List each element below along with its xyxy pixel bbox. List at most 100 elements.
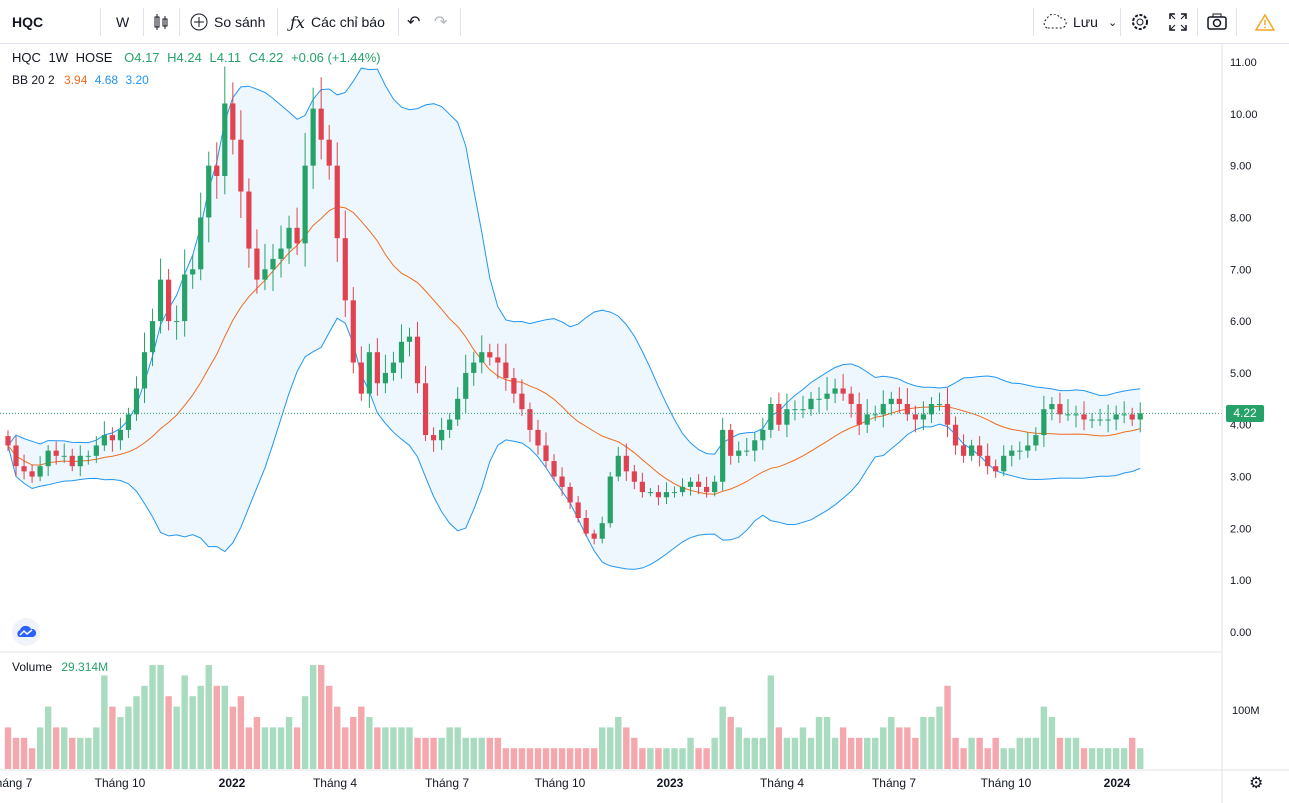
- volume-bar: [1112, 748, 1120, 769]
- price-chart[interactable]: 0.00 1.00 2.00 3.00 4.00 5.00 6.00 7.00 8.00 9.00…: [0, 44, 1289, 803]
- warning-icon: [1255, 13, 1275, 31]
- volume-bar: [1080, 748, 1088, 769]
- logo-button[interactable]: [12, 618, 40, 646]
- volume-bar: [1072, 737, 1080, 769]
- candle-body: [760, 429, 766, 441]
- price-axis[interactable]: 0.00 1.00 2.00 3.00 4.00 5.00 6.00 7.00 8.00 9.00…: [1230, 57, 1260, 717]
- snapshot-button[interactable]: [1206, 0, 1228, 44]
- candle-body: [117, 429, 124, 441]
- undo-button[interactable]: ↶: [407, 0, 420, 44]
- symbol-search-button[interactable]: HQC: [12, 0, 43, 44]
- candle-body: [463, 372, 469, 399]
- candle-body: [752, 440, 758, 451]
- time-axis[interactable]: háng 7 Tháng 10 2022 Tháng 4 Tháng 7 Tháng 10…: [0, 776, 1131, 790]
- candle-body: [1097, 419, 1103, 421]
- candle-body: [1081, 414, 1087, 420]
- volume-bar: [888, 717, 895, 769]
- price-tick-label: 6.00: [1230, 316, 1251, 328]
- fullscreen-button[interactable]: [1168, 0, 1188, 44]
- candle-body: [326, 139, 332, 166]
- candle-body: [374, 352, 380, 384]
- volume-bar: [590, 748, 598, 769]
- bollinger-lower-line: [7, 317, 1141, 570]
- redo-button[interactable]: ↷: [434, 0, 447, 44]
- compare-button[interactable]: So sánh: [190, 0, 265, 44]
- axis-settings-button[interactable]: ⚙: [1249, 773, 1263, 793]
- candle-body: [85, 455, 91, 457]
- candle-body: [832, 388, 838, 394]
- volume-bar: [165, 696, 172, 769]
- volume-bar: [414, 737, 421, 769]
- candle-body: [679, 486, 686, 493]
- candle-body: [13, 445, 19, 467]
- volume-legend[interactable]: Volume 29.314M: [12, 660, 112, 674]
- candle-body: [53, 450, 59, 456]
- volume-bar: [904, 727, 911, 769]
- volume-bar: [213, 685, 220, 769]
- candle-body: [969, 445, 975, 456]
- candle-body: [495, 357, 501, 363]
- warning-button[interactable]: [1255, 0, 1275, 44]
- candle-body: [503, 362, 509, 379]
- candle-body: [286, 227, 292, 249]
- volume-bar: [703, 748, 710, 769]
- candle-body: [936, 404, 943, 405]
- save-button[interactable]: Lưu ⌄: [1041, 0, 1117, 44]
- bb-legend[interactable]: BB 20 2 3.94 4.68 3.20: [12, 73, 153, 87]
- time-tick-label: 2024: [1104, 776, 1131, 790]
- chart-style-button[interactable]: [152, 0, 170, 44]
- volume-bar: [309, 665, 317, 769]
- volume-bar: [109, 706, 116, 769]
- settings-button[interactable]: [1130, 0, 1150, 44]
- candle-body: [768, 404, 774, 430]
- price-tick-label: 8.00: [1230, 212, 1251, 224]
- volume-bar: [470, 737, 477, 769]
- volume-bar: [823, 717, 831, 769]
- bb-mid-value: 3.94: [64, 73, 88, 87]
- volume-bar: [687, 737, 694, 769]
- volume-bar: [510, 748, 518, 769]
- volume-bar: [550, 748, 558, 769]
- interval-label: W: [116, 14, 130, 30]
- volume-bar: [454, 727, 461, 769]
- time-tick-label: Tháng 10: [95, 776, 146, 790]
- candle-body: [1025, 445, 1031, 451]
- candle-body: [655, 492, 662, 498]
- price-tick-label: 4.00: [1230, 420, 1251, 432]
- volume-bar: [719, 706, 726, 769]
- candle-body: [390, 362, 397, 373]
- candle-body: [1121, 414, 1127, 416]
- volume-bar: [518, 748, 526, 769]
- bollinger-band-fill: [8, 68, 1141, 570]
- candle-body: [663, 492, 670, 498]
- volume-bar: [735, 727, 742, 769]
- toolbar-divider: [1236, 8, 1237, 36]
- candle-body: [254, 248, 260, 280]
- volume-bar: [326, 685, 333, 769]
- cloud-icon: [1043, 14, 1067, 29]
- compare-label: So sánh: [214, 14, 266, 30]
- time-tick-label: Tháng 4: [313, 776, 357, 790]
- volume-bar: [502, 748, 510, 769]
- volume-bar: [607, 727, 614, 769]
- candle-style-icon: [154, 14, 168, 30]
- candle-body: [896, 398, 902, 404]
- indicators-label: Các chỉ báo: [310, 14, 385, 30]
- candle-body: [720, 429, 726, 482]
- candle-body: [302, 165, 308, 244]
- interval-button[interactable]: W: [116, 0, 129, 44]
- volume-bar: [631, 737, 638, 769]
- candle-body: [583, 518, 589, 534]
- candle-body: [944, 404, 951, 425]
- candle-body: [848, 393, 854, 404]
- volume-bar: [582, 748, 590, 769]
- candle-body: [61, 455, 67, 457]
- toolbar-divider: [143, 8, 144, 36]
- volume-bar: [663, 748, 670, 769]
- candle-body: [334, 165, 340, 239]
- camera-icon: [1207, 13, 1227, 30]
- volume-bar: [847, 737, 855, 769]
- indicators-button[interactable]: ƒx Các chỉ báo: [290, 0, 385, 44]
- candle-body: [479, 352, 485, 363]
- candle-body: [511, 378, 517, 394]
